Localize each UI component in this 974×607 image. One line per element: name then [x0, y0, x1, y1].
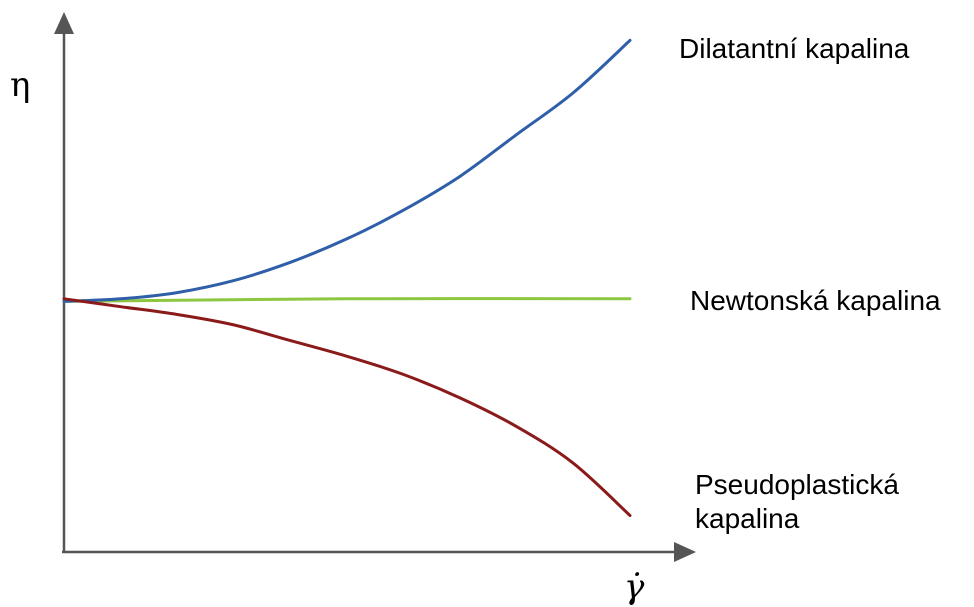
series-label-pseudoplasticka-line-2: kapalina	[695, 503, 800, 534]
x-axis-arrow	[674, 542, 696, 562]
y-axis-arrow	[54, 12, 74, 34]
series-label-newtonska: Newtonská kapalina	[690, 285, 941, 316]
y-axis-label: η	[10, 65, 30, 105]
series-layer	[62, 38, 632, 517]
series-line-dilatantni	[62, 38, 632, 303]
x-axis	[62, 542, 696, 562]
x-axis-label: γ̇	[624, 567, 645, 607]
y-axis	[54, 12, 74, 552]
series-line-pseudoplasticka	[62, 297, 632, 517]
series-line-newtonska	[62, 297, 632, 303]
series-label-pseudoplasticka: Pseudoplastická kapalina	[695, 469, 907, 534]
series-label-dilatantni: Dilatantní kapalina	[679, 33, 910, 64]
series-label-pseudoplasticka-line-1: Pseudoplastická	[695, 469, 899, 500]
